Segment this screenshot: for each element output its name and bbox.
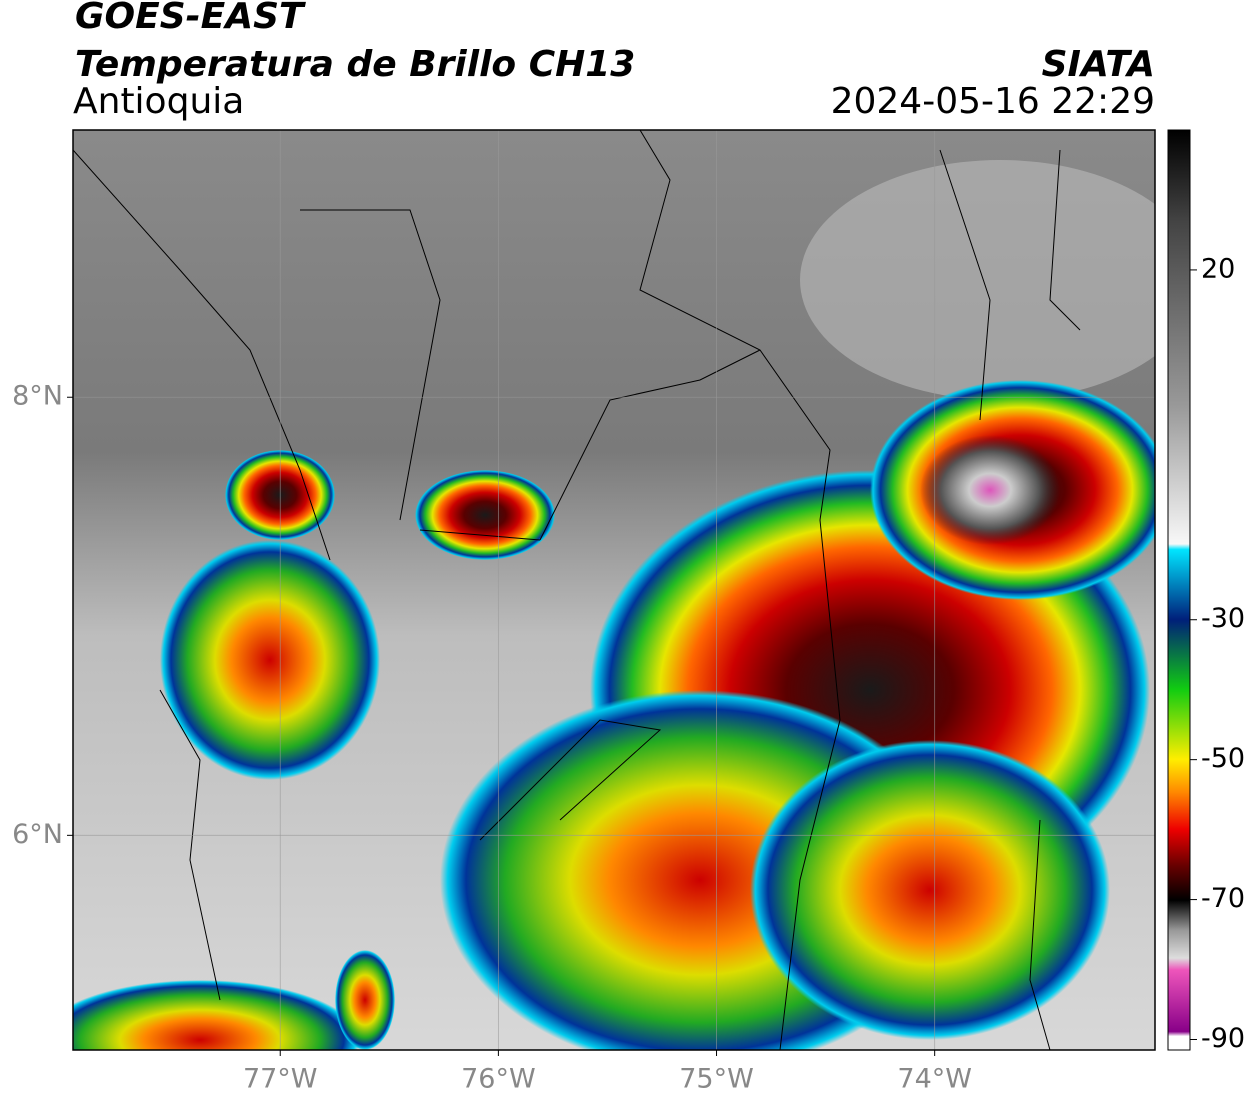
map-frame <box>72 129 1156 1051</box>
title: GOES-EAST <box>75 0 306 37</box>
satellite-image <box>73 130 1155 1050</box>
lat-tick-label: 6°N <box>12 819 63 850</box>
colorbar <box>1167 129 1191 1051</box>
lon-tick-label: 75°W <box>679 1064 754 1095</box>
subtitle: Temperatura de Brillo CH13 <box>75 44 635 85</box>
timestamp: 2024-05-16 22:29 <box>831 81 1155 122</box>
colorbar-tick-label: -90 <box>1201 1023 1245 1054</box>
lon-tick-label: 77°W <box>243 1064 318 1095</box>
lon-tick-label: 76°W <box>461 1064 536 1095</box>
colorbar-tick-label: -30 <box>1201 603 1245 634</box>
colorbar-tick-label: -50 <box>1201 743 1245 774</box>
lon-tick-label: 74°W <box>897 1064 972 1095</box>
colorbar-tick-label: 20 <box>1201 253 1235 284</box>
source: SIATA <box>1042 44 1155 85</box>
lat-tick-label: 8°N <box>12 381 63 412</box>
grid <box>73 130 1155 1050</box>
colorbar-tick-label: -70 <box>1201 883 1245 914</box>
region: Antioquia <box>73 81 244 122</box>
